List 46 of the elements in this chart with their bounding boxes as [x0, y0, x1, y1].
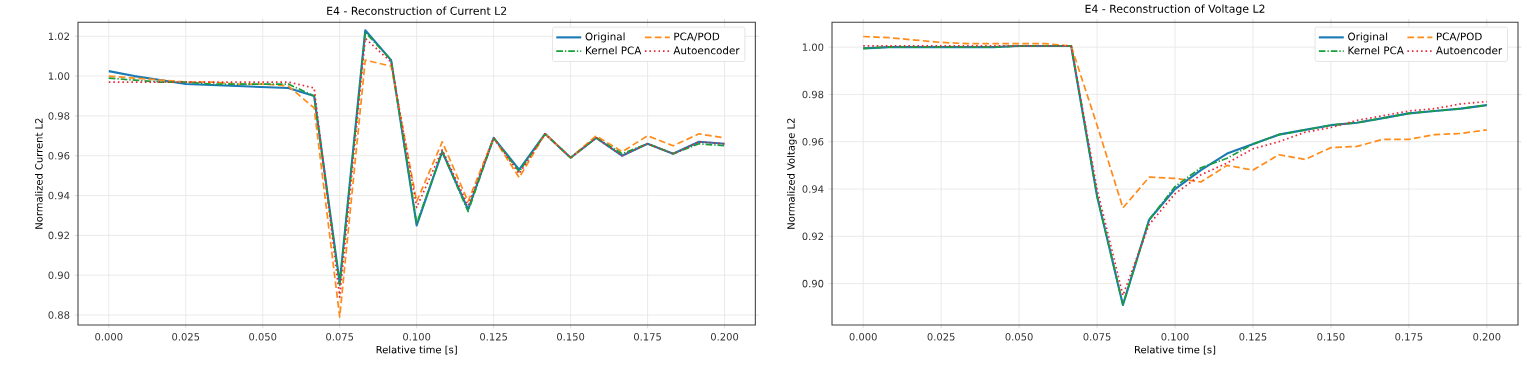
- x-tick-label: 0.125: [1239, 333, 1267, 341]
- x-tick-label: 0.075: [1083, 333, 1111, 341]
- legend-label: PCA/POD: [674, 32, 720, 42]
- x-tick-label: 0.175: [633, 333, 661, 341]
- x-tick-label: 0.050: [249, 333, 277, 341]
- x-tick-label: 0.125: [480, 333, 508, 341]
- y-tick-label: 0.90: [48, 271, 70, 279]
- y-tick-label: 0.90: [802, 279, 824, 288]
- x-tick-label: 0.100: [403, 333, 431, 341]
- y-axis-title: Normalized Voltage L2: [787, 118, 797, 229]
- legend-label: Original: [1348, 32, 1388, 43]
- legend-label: Kernel PCA: [1348, 46, 1404, 55]
- y-tick-label: 0.98: [802, 90, 824, 99]
- x-tick-label: 0.025: [927, 333, 955, 341]
- x-axis-title: Relative time [s]: [376, 345, 457, 355]
- x-tick-label: 0.150: [557, 333, 585, 341]
- y-tick-label: 0.96: [802, 137, 824, 146]
- y-tick-label: 1.00: [48, 72, 70, 80]
- chart-title: E4 - Reconstruction of Voltage L2: [1085, 4, 1265, 15]
- legend-label: Autoencoder: [1435, 46, 1503, 55]
- legend-label: Kernel PCA: [585, 46, 642, 55]
- x-tick-label: 0.000: [849, 333, 877, 341]
- x-tick-label: 0.175: [1395, 333, 1423, 341]
- x-tick-label: 0.025: [172, 333, 200, 341]
- y-tick-label: 1.00: [802, 43, 824, 51]
- y-tick-label: 0.88: [48, 311, 70, 319]
- y-tick-label: 0.92: [48, 231, 69, 240]
- y-tick-label: 0.94: [48, 191, 70, 200]
- x-tick-label: 0.100: [1161, 333, 1189, 341]
- y-axis-title: Normalized Current L2: [34, 118, 43, 229]
- legend-label: PCA/POD: [1436, 32, 1482, 42]
- y-tick-label: 0.94: [802, 185, 824, 193]
- x-tick-label: 0.200: [1473, 333, 1501, 341]
- x-tick-label: 0.050: [1005, 333, 1033, 341]
- x-axis-title: Relative time [s]: [1135, 345, 1216, 355]
- x-tick-label: 0.000: [95, 333, 123, 341]
- chart-title: E4 - Reconstruction of Current L2: [327, 6, 507, 15]
- y-tick-label: 0.96: [48, 151, 70, 160]
- legend-label: Original: [585, 32, 625, 43]
- x-tick-label: 0.200: [710, 333, 739, 341]
- legend-label: Autoencoder: [673, 46, 740, 55]
- x-tick-label: 0.150: [1317, 333, 1345, 341]
- y-tick-label: 0.98: [48, 112, 70, 120]
- x-tick-label: 0.075: [326, 333, 354, 341]
- y-tick-label: 0.92: [802, 232, 823, 241]
- y-tick-label: 1.02: [48, 32, 69, 41]
